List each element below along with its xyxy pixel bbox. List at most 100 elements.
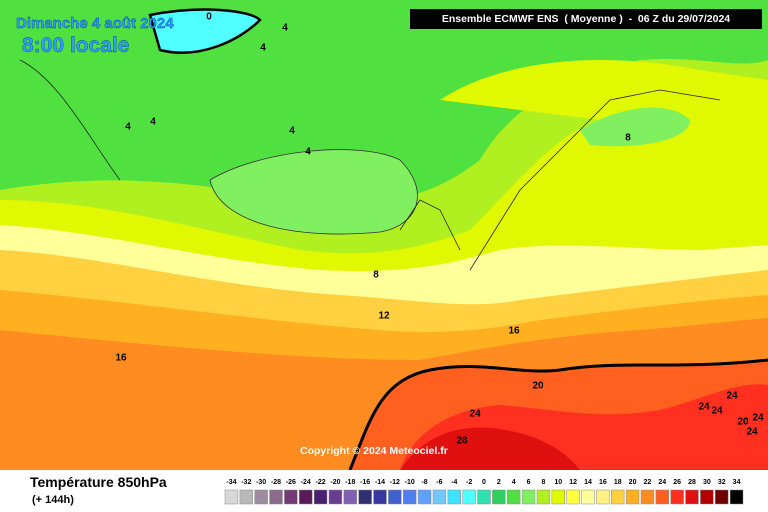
legend-label: -10 xyxy=(405,479,415,486)
legend-label: -18 xyxy=(345,479,355,486)
legend-label: -6 xyxy=(436,479,442,486)
legend-label: 14 xyxy=(584,479,592,486)
legend-swatch xyxy=(388,489,402,505)
legend-swatch xyxy=(417,489,432,505)
legend-swatch xyxy=(670,489,684,505)
time: 8:00 locale xyxy=(22,34,129,57)
lead-time: (+ 144h) xyxy=(32,494,74,506)
legend-swatch xyxy=(536,489,551,505)
contour-labels: 0 4 4 4 4 4 4 8 8 12 16 16 20 24 24 24 2… xyxy=(115,12,764,447)
contour-label: 24 xyxy=(726,391,738,402)
legend-label: 16 xyxy=(599,479,607,486)
legend-swatch xyxy=(447,489,461,505)
legend-label: 26 xyxy=(673,479,681,486)
legend-label: 32 xyxy=(718,479,726,486)
contour-label: 8 xyxy=(625,133,631,144)
legend-swatch xyxy=(521,489,536,505)
legend-label: -26 xyxy=(286,479,296,486)
contour-label: 4 xyxy=(150,117,156,128)
legend-label: -16 xyxy=(360,479,370,486)
legend-swatch xyxy=(328,489,343,505)
legend-swatch xyxy=(715,489,729,505)
contour-label: 4 xyxy=(289,126,295,137)
contour-label: 0 xyxy=(206,12,212,23)
legend-swatch xyxy=(254,489,268,505)
legend-swatch xyxy=(551,489,565,505)
legend-swatch xyxy=(625,489,640,505)
contour-label: 24 xyxy=(711,406,723,417)
legend-label: 2 xyxy=(497,479,501,486)
variable: Température 850hPa xyxy=(30,474,167,490)
legend-swatch xyxy=(566,489,580,505)
legend-swatch xyxy=(492,489,506,505)
legend-swatch xyxy=(313,489,328,505)
date: Dimanche 4 août 2024 xyxy=(16,15,174,32)
legend-swatch xyxy=(239,489,253,505)
legend-label: -8 xyxy=(421,479,427,486)
legend-label: 4 xyxy=(512,479,516,486)
legend-swatch xyxy=(611,489,625,505)
legend-label: 30 xyxy=(703,479,711,486)
contour-label: 16 xyxy=(508,326,520,337)
color-legend: -34 -32 -30 -28 -26 -24 -22 -20 -18 -16 -14 -12 -10-… xyxy=(224,479,744,505)
contour-label: 28 xyxy=(456,436,468,447)
legend-label: -28 xyxy=(271,479,281,486)
legend-label: -4 xyxy=(451,479,457,486)
legend-label: -14 xyxy=(375,479,385,486)
legend-swatch xyxy=(507,489,521,505)
map-fields xyxy=(0,0,768,471)
legend-swatch xyxy=(373,489,387,505)
legend-label: -20 xyxy=(330,479,340,486)
model-info: Ensemble ECMWF ENS ( Moyenne ) - 06 Z du… xyxy=(442,13,730,25)
legend-swatch xyxy=(581,489,595,505)
legend-label: 8 xyxy=(541,479,545,486)
legend-label: -30 xyxy=(256,479,266,486)
legend-label: -24 xyxy=(301,479,311,486)
contour-label: 16 xyxy=(115,353,127,364)
legend-swatch xyxy=(685,489,699,505)
legend-swatch xyxy=(729,489,744,505)
legend-swatch xyxy=(403,489,417,505)
legend-label: 0 xyxy=(482,479,486,486)
copyright: Copyright © 2024 Meteociel.fr xyxy=(300,445,448,457)
model-box xyxy=(410,9,762,29)
contour-label: 24 xyxy=(698,402,710,413)
legend-label: 12 xyxy=(569,479,577,486)
legend-label: 6 xyxy=(527,479,531,486)
legend-swatch xyxy=(284,489,298,505)
contour-label: 8 xyxy=(373,270,379,281)
contour-label: 24 xyxy=(469,409,481,420)
legend-swatch xyxy=(269,489,283,505)
legend-swatch xyxy=(432,489,447,505)
contour-label: 20 xyxy=(532,381,544,392)
legend-swatch xyxy=(343,489,357,505)
contour-label: 4 xyxy=(282,23,288,34)
contour-label: 4 xyxy=(305,147,311,158)
legend-label: -22 xyxy=(316,479,326,486)
legend-swatch xyxy=(596,489,610,505)
legend-swatch xyxy=(655,489,669,505)
legend-label: 10 xyxy=(554,479,562,486)
contour-label: 24 xyxy=(752,413,764,424)
legend-swatch xyxy=(477,489,491,505)
legend-label: 34 xyxy=(733,479,741,486)
contour-label: 4 xyxy=(125,122,131,133)
legend-label: 24 xyxy=(658,479,666,486)
contour-label: 4 xyxy=(260,43,266,54)
legend-swatch xyxy=(640,489,655,505)
legend-label: -12 xyxy=(390,479,400,486)
legend-swatch xyxy=(700,489,714,505)
legend-label: -34 xyxy=(226,479,236,486)
legend-swatch xyxy=(462,489,476,505)
contour-label: 24 xyxy=(746,427,758,438)
legend-label: -32 xyxy=(241,479,251,486)
legend-label: 20 xyxy=(629,479,637,486)
legend-swatch xyxy=(299,489,313,505)
legend-label: 28 xyxy=(688,479,696,486)
contour-label: 20 xyxy=(737,417,749,428)
contour-label: 12 xyxy=(378,311,390,322)
legend-label: 18 xyxy=(614,479,622,486)
legend-label: -2 xyxy=(466,479,472,486)
legend-label: 22 xyxy=(644,479,652,486)
